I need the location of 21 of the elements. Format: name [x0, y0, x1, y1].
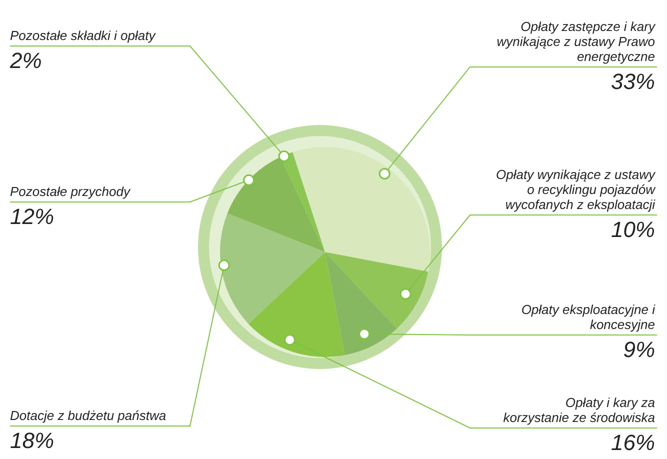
pie-slice: [248, 252, 345, 357]
slice-label: Opłaty wynikające z ustawy o recyklingu pojazdów wycofanych z eksploatacji: [496, 167, 657, 212]
data-label: 9%: [623, 337, 655, 362]
slice-label: Dotacje z budżetu państwa: [10, 408, 166, 423]
pie-slice: [325, 252, 428, 329]
data-label: 18%: [10, 428, 54, 453]
data-label: 2%: [9, 48, 42, 73]
pie-slice: [280, 152, 325, 252]
data-label: 10%: [610, 217, 655, 242]
data-label: 33%: [610, 69, 655, 94]
pie-slice: [220, 213, 325, 324]
data-label: 16%: [610, 430, 655, 455]
pie-slice: [292, 147, 430, 272]
pie-slice: [227, 156, 325, 252]
slice-label: Opłaty zastępcze i kary wynikające z ustawy Prawo energetyczne: [496, 19, 656, 64]
data-label: 12%: [10, 204, 54, 229]
slice-label: Opłaty eksploatacyjne i koncesyjne: [521, 302, 656, 332]
slice-label: Opłaty i kary za korzystanie ze środowiska: [503, 395, 655, 425]
pie-slice: [325, 252, 397, 356]
slice-label: Pozostałe składki i opłaty: [10, 28, 157, 43]
slice-label: Pozostałe przychody: [10, 184, 132, 199]
